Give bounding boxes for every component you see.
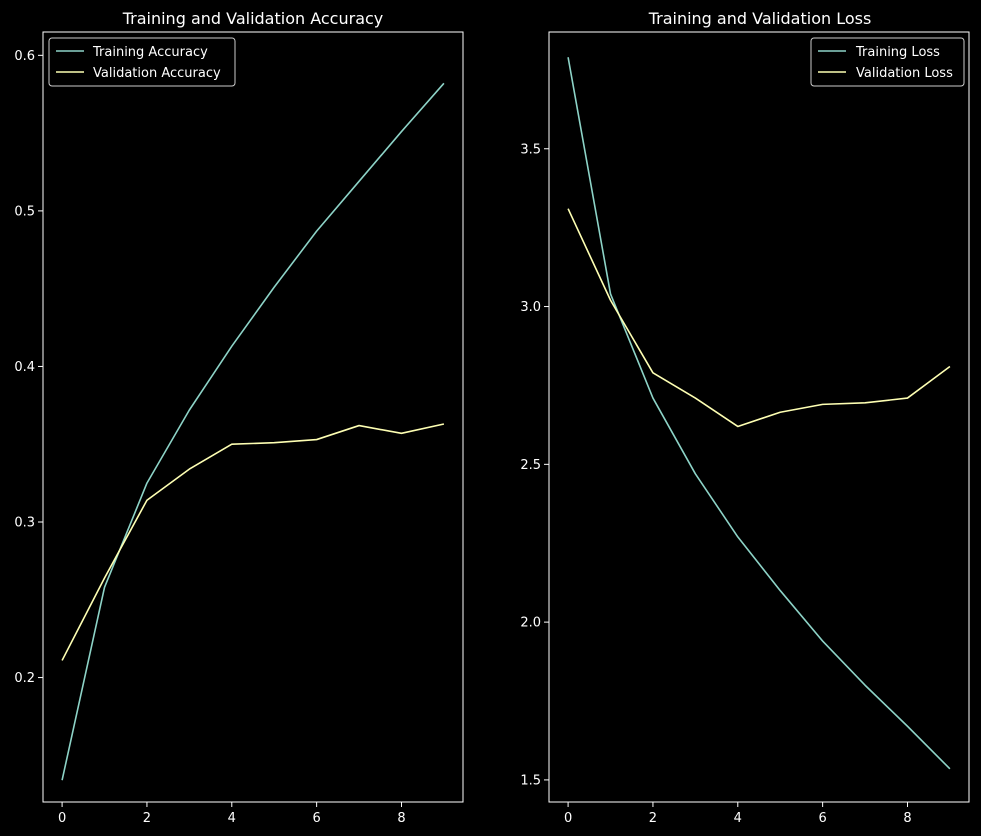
accuracy-y-tick-label-0-5: 0.5 — [14, 204, 35, 219]
loss-y-axis: 1.5 2.0 2.5 3.0 3.5 — [520, 142, 549, 788]
loss-legend-box — [810, 37, 965, 87]
accuracy-x-tick-label-6: 6 — [312, 811, 320, 826]
loss-chart-panel: Training and Validation Loss 0 2 4 6 8 1.5 2.… — [520, 9, 970, 826]
accuracy-chart-title: Training and Validation Accuracy — [122, 9, 384, 28]
loss-y-tick-label-2-5: 2.5 — [520, 458, 541, 473]
loss-series-lines — [567, 57, 951, 770]
loss-y-tick-label-3-5: 3.5 — [520, 142, 541, 157]
accuracy-x-tick-label-4: 4 — [228, 811, 236, 826]
accuracy-series-lines — [61, 82, 445, 781]
loss-legend-label-training: Training Loss — [855, 45, 940, 60]
accuracy-legend-label-validation: Validation Accuracy — [93, 66, 221, 81]
accuracy-legend-label-training: Training Accuracy — [92, 45, 208, 60]
loss-y-tick-label-2-0: 2.0 — [520, 616, 541, 631]
accuracy-x-tick-label-8: 8 — [397, 811, 405, 826]
accuracy-y-tick-label-0-4: 0.4 — [14, 360, 35, 375]
accuracy-legend: Training Accuracy Validation Accuracy — [48, 37, 236, 87]
accuracy-y-axis: 0.2 0.3 0.4 0.5 0.6 — [14, 49, 43, 686]
training-loss-line — [567, 57, 951, 770]
loss-y-tick-label-1-5: 1.5 — [520, 773, 541, 788]
accuracy-chart-panel: Training and Validation Accuracy 0 2 4 6 8 0… — [14, 9, 464, 826]
accuracy-x-tick-label-2: 2 — [143, 811, 151, 826]
accuracy-plot-frame — [42, 31, 464, 803]
loss-x-tick-label-2: 2 — [649, 811, 657, 826]
loss-x-tick-label-4: 4 — [734, 811, 742, 826]
loss-plot-frame — [548, 31, 970, 803]
loss-x-tick-label-8: 8 — [903, 811, 911, 826]
loss-x-axis: 0 2 4 6 8 — [564, 802, 912, 826]
validation-accuracy-line — [61, 423, 445, 661]
loss-y-tick-label-3-0: 3.0 — [520, 300, 541, 315]
accuracy-x-axis: 0 2 4 6 8 — [58, 802, 406, 826]
loss-x-tick-label-0: 0 — [564, 811, 572, 826]
loss-chart-title: Training and Validation Loss — [648, 9, 872, 28]
accuracy-y-tick-label-0-2: 0.2 — [14, 671, 35, 686]
loss-legend: Training Loss Validation Loss — [810, 37, 965, 87]
accuracy-y-tick-label-0-3: 0.3 — [14, 516, 35, 531]
accuracy-legend-box — [48, 37, 236, 87]
validation-loss-line — [567, 208, 951, 428]
loss-legend-label-validation: Validation Loss — [856, 66, 953, 81]
training-accuracy-line — [61, 82, 445, 781]
accuracy-x-tick-label-0: 0 — [58, 811, 66, 826]
accuracy-y-tick-label-0-6: 0.6 — [14, 49, 35, 64]
loss-x-tick-label-6: 6 — [818, 811, 826, 826]
